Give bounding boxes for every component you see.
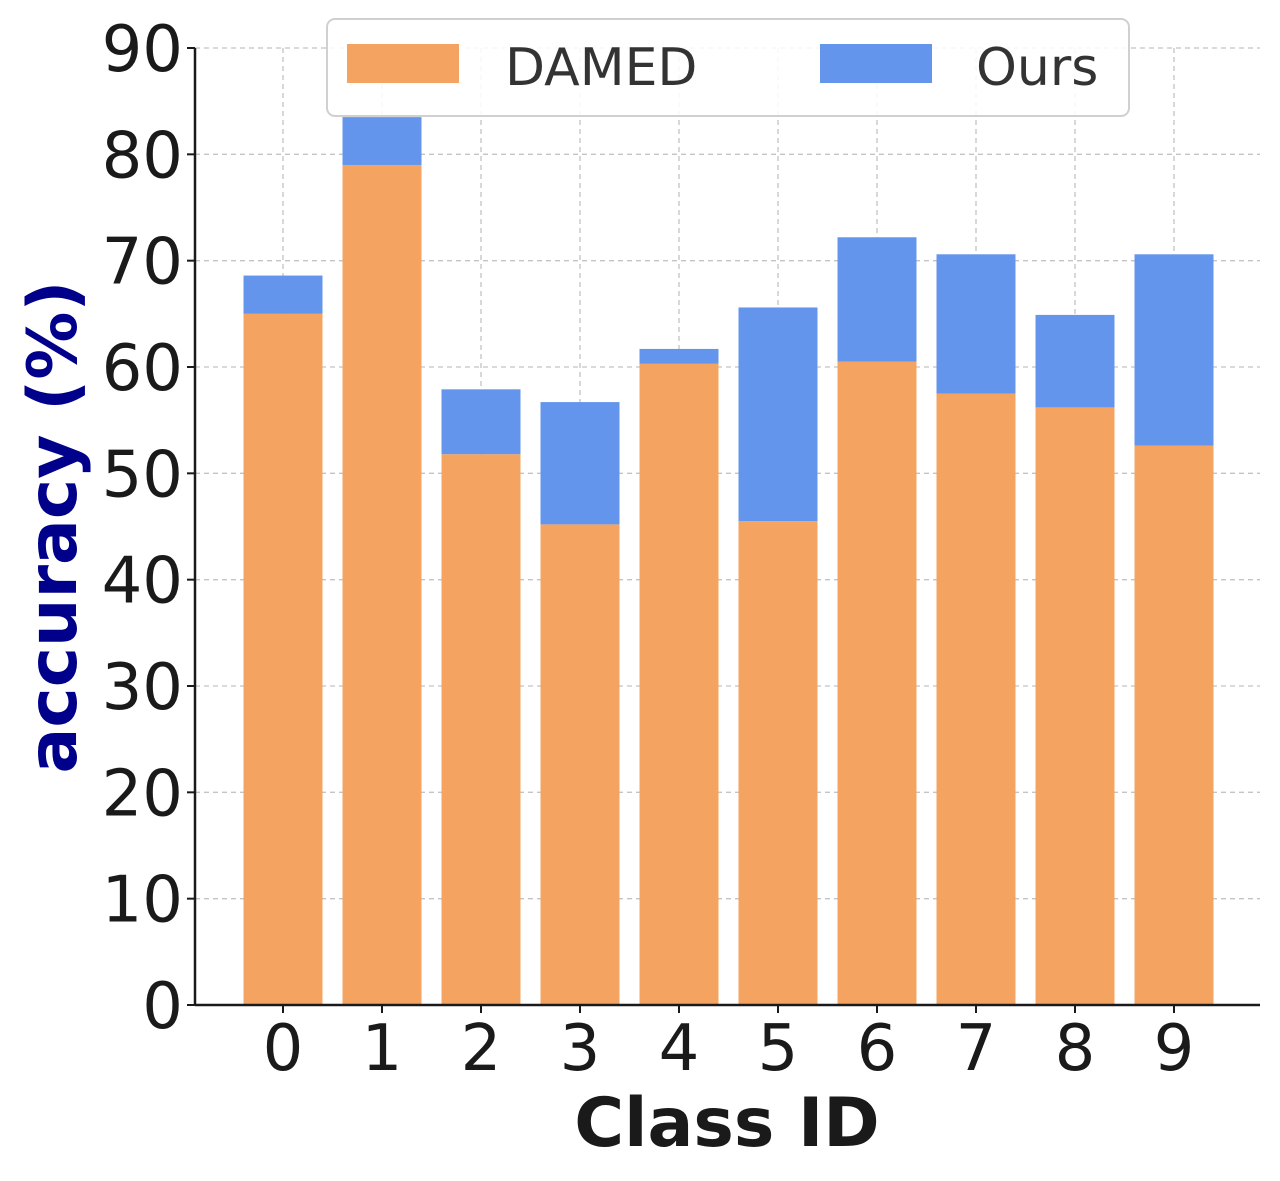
bar-damed	[639, 363, 719, 1005]
bar-damed	[837, 361, 917, 1005]
x-tick-label: 8	[1055, 1012, 1096, 1086]
legend: DAMED Ours	[326, 18, 1130, 117]
y-tick-label: 50	[102, 438, 183, 512]
bar-ours	[936, 254, 1016, 394]
legend-label-damed: DAMED	[505, 38, 697, 98]
x-tick-label: 5	[758, 1012, 799, 1086]
legend-box	[326, 18, 1130, 117]
bar-ours	[243, 275, 323, 314]
bar-ours	[441, 389, 521, 455]
x-axis-title: Class ID	[574, 1084, 879, 1163]
bars	[243, 117, 1214, 1006]
legend-label-ours: Ours	[976, 38, 1098, 98]
x-tick-label: 2	[461, 1012, 502, 1086]
x-tick-label: 0	[263, 1012, 304, 1086]
legend-swatch-damed	[347, 44, 459, 83]
y-tick-label: 40	[102, 545, 183, 619]
bar-damed	[1134, 445, 1214, 1006]
y-tick-label: 90	[102, 13, 183, 87]
y-tick-label: 10	[102, 864, 183, 938]
y-ticks: 0 10 20 30 40 50 60 70 80 90	[102, 13, 195, 1044]
bar-damed	[342, 164, 422, 1005]
y-tick-label: 80	[102, 119, 183, 193]
y-tick-label: 20	[102, 757, 183, 831]
bar-damed	[441, 454, 521, 1005]
legend-swatch-ours	[820, 44, 932, 83]
y-tick-label: 30	[102, 651, 183, 725]
bar-damed	[243, 313, 323, 1005]
x-tick-label: 4	[659, 1012, 700, 1086]
bar-ours	[1134, 254, 1214, 446]
bar-ours	[837, 237, 917, 362]
bar-ours	[639, 348, 719, 364]
y-tick-label: 70	[102, 226, 183, 300]
axes	[193, 48, 1260, 1007]
x-tick-label: 6	[857, 1012, 898, 1086]
bar-damed	[738, 521, 818, 1005]
bar-ours	[1035, 314, 1115, 408]
x-tick-label: 9	[1154, 1012, 1195, 1086]
bar-damed	[1035, 407, 1115, 1005]
bar-ours	[738, 307, 818, 522]
x-tick-label: 3	[560, 1012, 601, 1086]
x-tick-label: 1	[362, 1012, 403, 1086]
bar-damed	[936, 393, 1016, 1005]
y-tick-label: 60	[102, 332, 183, 406]
x-tick-label: 7	[956, 1012, 997, 1086]
y-tick-label: 0	[142, 970, 183, 1044]
bar-damed	[540, 524, 620, 1005]
bar-ours	[342, 117, 422, 165]
bar-ours	[540, 402, 620, 525]
y-axis-title: accuracy (%)	[14, 281, 93, 774]
